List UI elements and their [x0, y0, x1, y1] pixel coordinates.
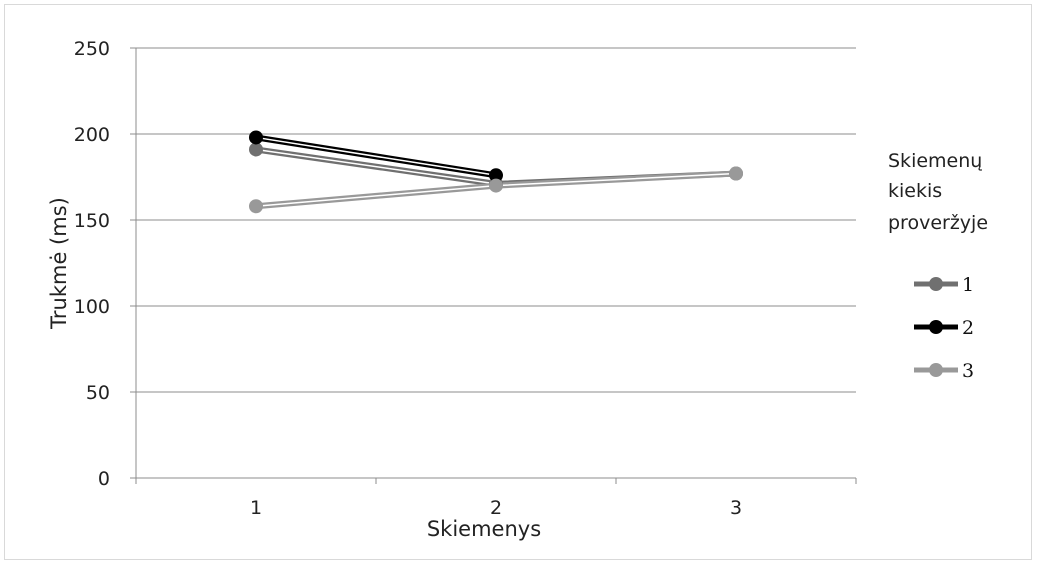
series-3-point [489, 178, 503, 193]
legend-title-line-1: Skiemenų [888, 150, 982, 172]
y-tick-label: 200 [74, 124, 110, 146]
y-tick-label: 50 [86, 382, 110, 404]
legend-label: 1 [962, 274, 974, 296]
series-2-line-highlight [255, 136, 497, 177]
legend: Skiemenų kiekis proveržyje 1 2 3 [888, 150, 988, 382]
legend-swatch-marker [929, 363, 943, 377]
legend-swatch-marker [929, 277, 943, 291]
series-2-point [489, 168, 503, 183]
y-tick-label: 100 [74, 296, 110, 318]
x-axis-title: Skiemenys [427, 517, 541, 541]
gridlines [136, 47, 856, 393]
axes [130, 47, 857, 484]
legend-label: 2 [962, 317, 974, 339]
legend-label: 3 [962, 360, 974, 382]
series-3-point [729, 166, 743, 181]
y-tick-label: 0 [98, 468, 110, 490]
series-1-point [249, 142, 263, 157]
legend-title-line-2: kiekis [888, 180, 942, 202]
series-2-point [249, 130, 263, 145]
y-tick-labels: 0 50 100 150 200 250 [74, 38, 110, 490]
x-tick-label: 2 [490, 497, 502, 519]
x-tick-label: 3 [730, 497, 742, 519]
series-3-point [249, 199, 263, 214]
y-axis-title: Trukmė (ms) [47, 197, 71, 330]
y-tick-label: 250 [74, 38, 110, 60]
y-tick-label: 150 [74, 210, 110, 232]
x-tick-label: 1 [250, 497, 262, 519]
series-points [249, 130, 743, 214]
legend-title-line-3: proveržyje [888, 212, 988, 234]
x-tick-labels: 1 2 3 [250, 497, 742, 519]
chart-frame [4, 4, 1032, 560]
legend-swatch-marker [929, 320, 943, 334]
